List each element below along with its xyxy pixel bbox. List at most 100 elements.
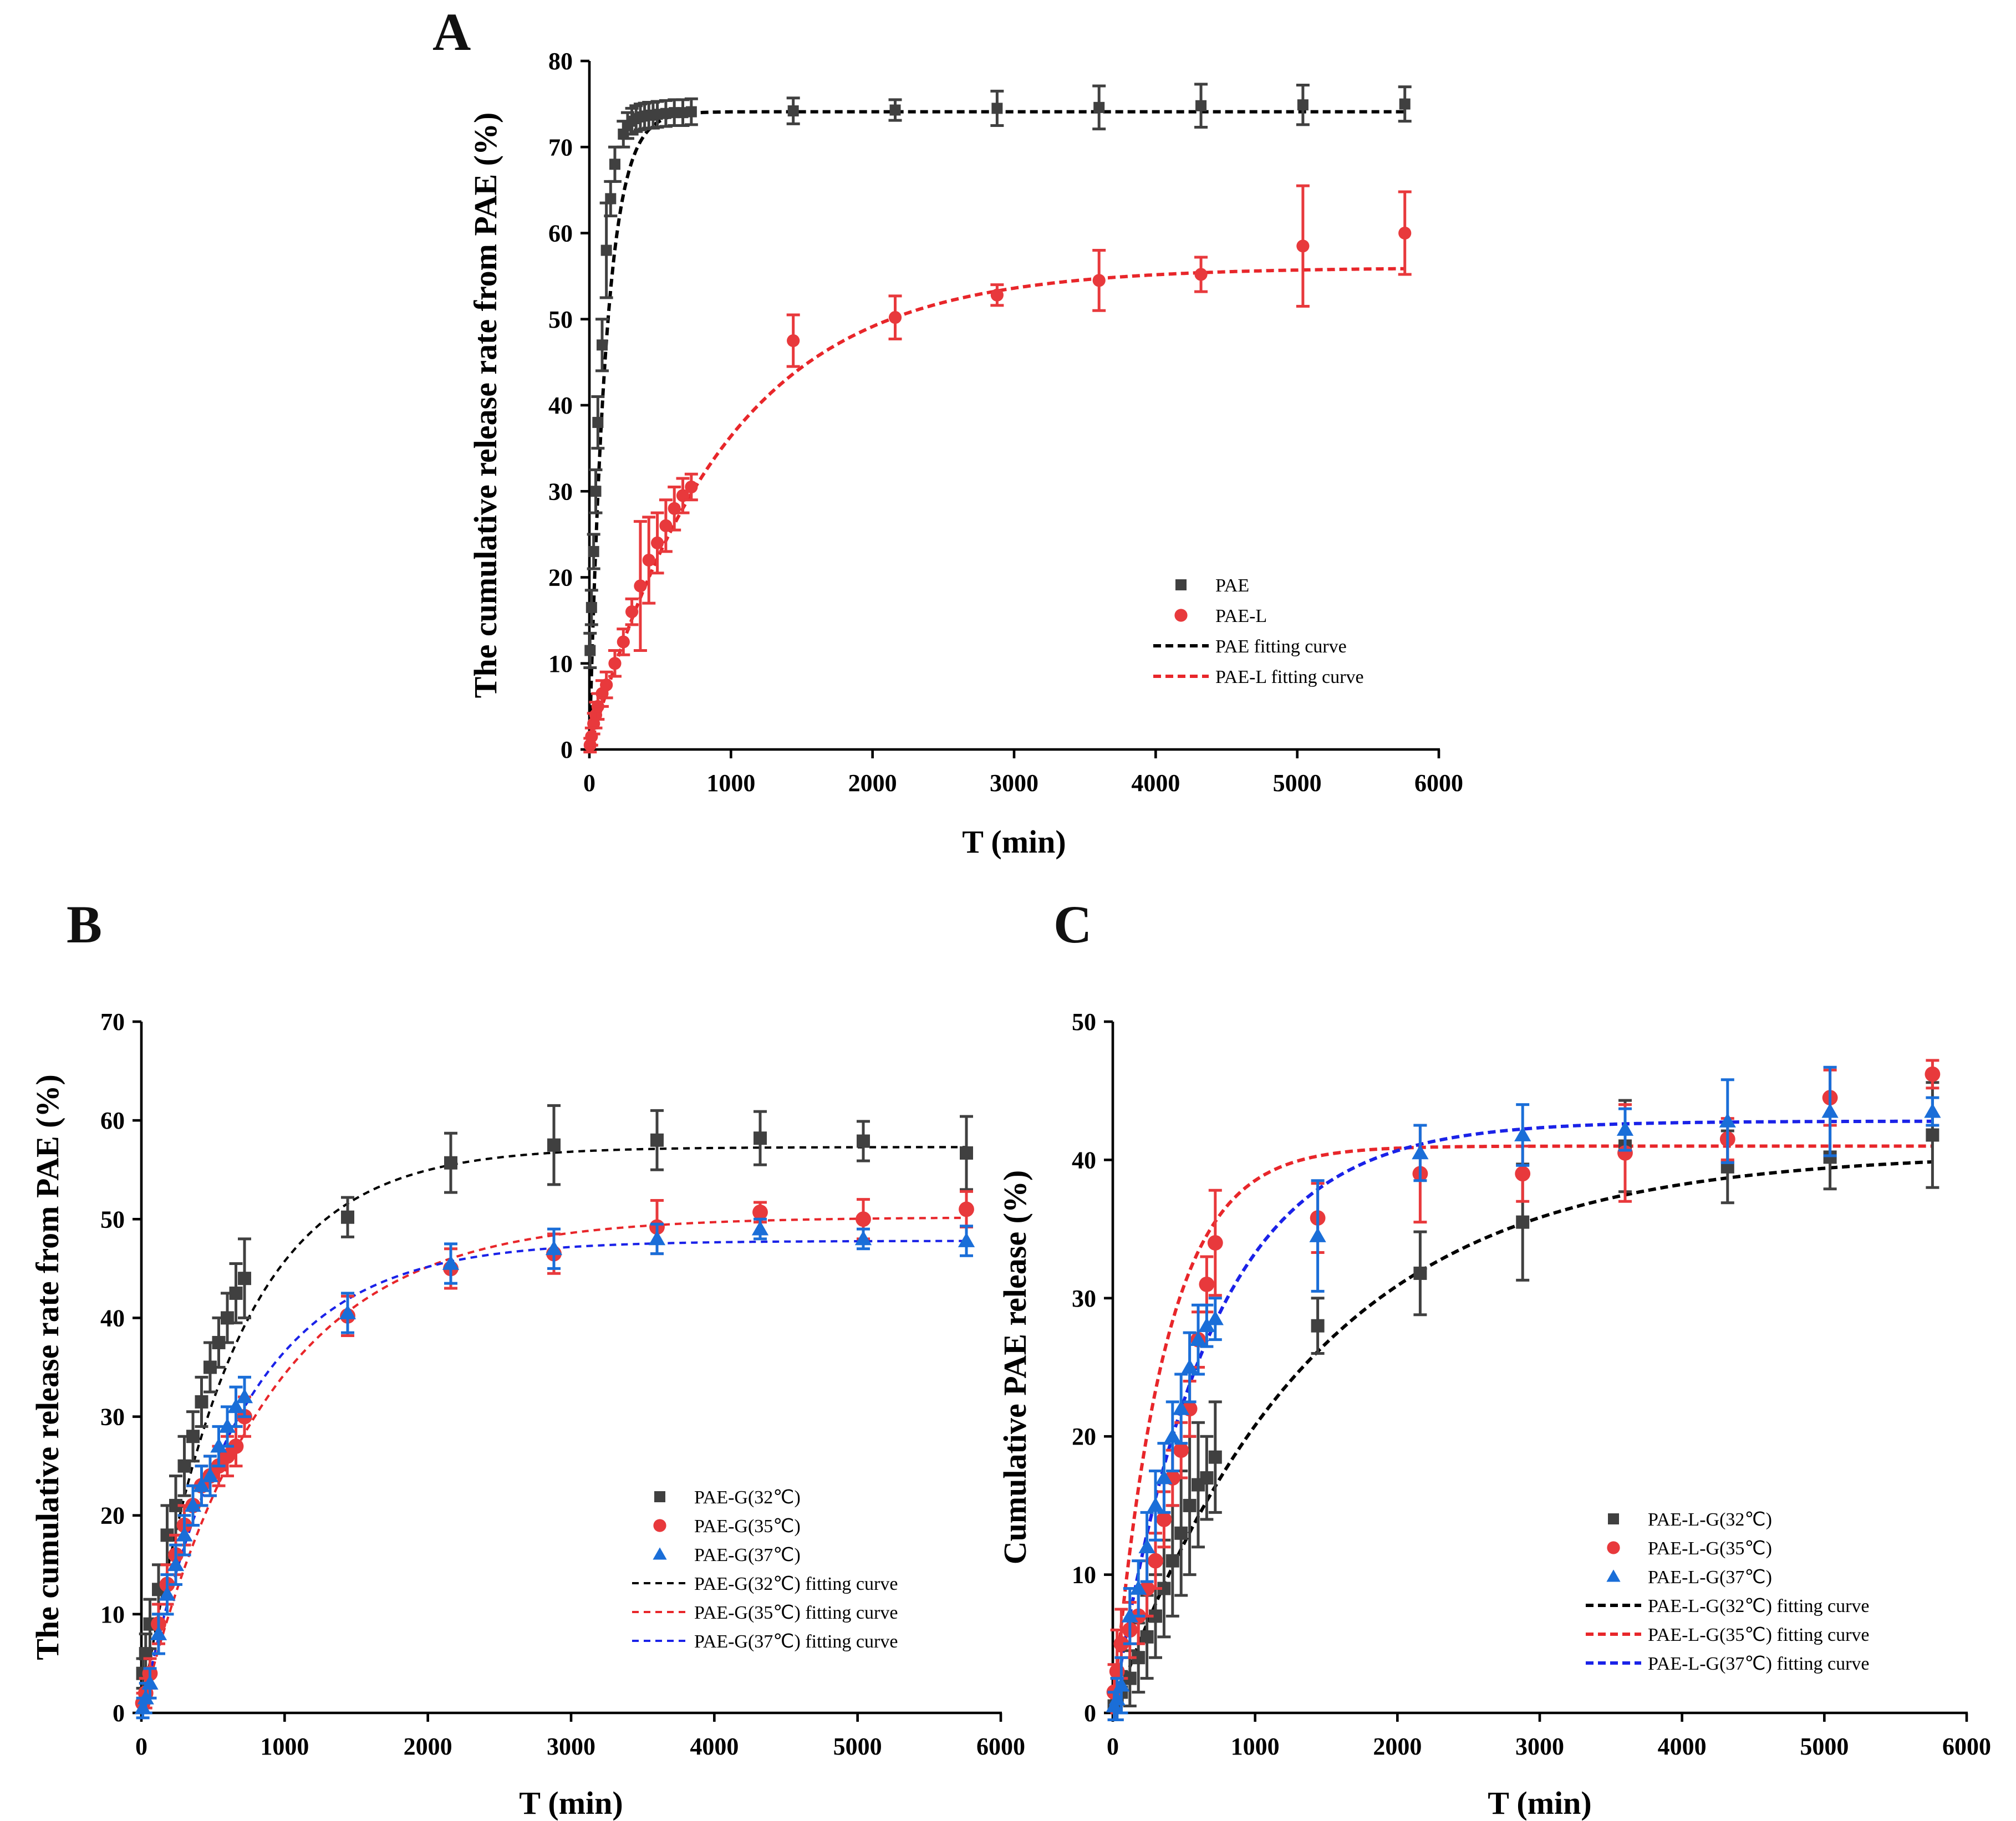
data-point [617, 635, 630, 649]
data-point [787, 105, 799, 117]
data-point [236, 1388, 253, 1404]
x-tick-label: 0 [1107, 1733, 1119, 1760]
y-tick-label: 70 [100, 1008, 125, 1036]
y-tick-label: 80 [548, 48, 573, 75]
data-point [195, 1395, 208, 1409]
data-point [588, 545, 599, 557]
data-point [167, 1556, 185, 1572]
data-point [1121, 1608, 1138, 1623]
data-point [854, 1230, 872, 1246]
x-axis-title: T (min) [519, 1785, 623, 1821]
data-point [787, 334, 800, 348]
data-point [1616, 1121, 1634, 1136]
legend-item-pae-l-g-32c-fitting-curve: PAE-L-G(32℃) fitting curve [1586, 1596, 1870, 1616]
data-point [752, 1204, 768, 1220]
data-point [210, 1437, 227, 1453]
data-point [1195, 100, 1207, 111]
data-point [229, 1286, 243, 1300]
legend-label: PAE-L [1215, 606, 1267, 626]
legend-label: PAE-L-G(37℃) fitting curve [1648, 1654, 1870, 1674]
x-tick-label: 0 [135, 1733, 147, 1760]
data-point [1130, 1580, 1147, 1595]
legend-swatch [1174, 609, 1188, 622]
data-point [600, 678, 613, 692]
x-tick-label: 5000 [1273, 769, 1322, 797]
legend-item-pae-g-37c: PAE-G(37℃) [653, 1545, 801, 1565]
legend-label: PAE-L-G(37℃) [1648, 1567, 1772, 1588]
legend: PAE-L-G(32℃) PAE-L-G(35℃) PAE-L-G(37℃) PAE-… [1586, 1509, 1870, 1674]
fit-curve-pae-l-fitting-curve [588, 267, 1405, 750]
data-point [1155, 1469, 1173, 1485]
y-axis-title: Cumulative PAE release (%) [997, 1170, 1033, 1564]
data-point [608, 657, 622, 670]
data-point [1926, 1128, 1939, 1142]
data-point [1165, 1554, 1179, 1568]
data-point [660, 108, 671, 119]
data-point [1174, 1526, 1188, 1540]
y-tick-label: 30 [1072, 1285, 1096, 1312]
data-point [1173, 1400, 1190, 1415]
data-point [201, 1467, 219, 1482]
x-tick-label: 3000 [547, 1733, 595, 1760]
data-point [176, 1527, 193, 1542]
legend-swatch [1606, 1569, 1621, 1582]
y-tick-label: 20 [548, 564, 573, 591]
data-point [618, 128, 629, 140]
x-tick-label: 5000 [1800, 1733, 1849, 1760]
legend-item-pae-g-35c-fitting-curve: PAE-G(35℃) fitting curve [632, 1603, 898, 1623]
legend-swatch [654, 1491, 665, 1502]
data-point [856, 1211, 871, 1227]
data-point [889, 104, 901, 116]
x-tick-label: 1000 [260, 1733, 309, 1760]
data-point [1199, 1276, 1215, 1292]
y-tick-label: 50 [548, 306, 573, 333]
y-tick-label: 30 [548, 478, 573, 505]
y-tick-label: 0 [561, 736, 573, 763]
y-tick-label: 40 [100, 1304, 125, 1332]
y-tick-label: 0 [1084, 1700, 1096, 1727]
x-tick-label: 1000 [706, 769, 755, 797]
y-tick-label: 50 [1072, 1008, 1096, 1036]
data-point [1399, 98, 1411, 110]
x-tick-label: 2000 [1373, 1733, 1422, 1760]
data-point [958, 1232, 975, 1247]
data-point [1200, 1471, 1214, 1485]
data-point [1181, 1359, 1198, 1374]
x-tick-label: 3000 [1515, 1733, 1564, 1760]
data-point [669, 107, 680, 119]
legend-item-pae-g-37c-fitting-curve: PAE-G(37℃) fitting curve [632, 1631, 898, 1652]
y-tick-label: 40 [548, 392, 573, 419]
data-point [184, 1497, 202, 1512]
y-axis-title: The cumulative release rate from PAE (%) [29, 1074, 65, 1660]
legend-label: PAE-G(35℃) fitting curve [694, 1603, 898, 1623]
data-point [677, 107, 689, 119]
legend-item-pae-g-35c: PAE-G(35℃) [653, 1516, 801, 1537]
data-point [991, 103, 1003, 114]
data-point [547, 1138, 561, 1152]
legend-label: PAE-G(35℃) [694, 1516, 801, 1537]
data-point [1311, 1319, 1325, 1333]
legend-swatch [653, 1519, 666, 1532]
panel-b: B 0 1000 2000 3000 4000 5000 6000 0 10 20 30 40 50 60 7… [29, 895, 1025, 1821]
legend-label: PAE-L fitting curve [1215, 667, 1364, 687]
x-tick-label: 4000 [1658, 1733, 1707, 1760]
data-point [600, 244, 612, 256]
y-tick-label: 10 [548, 650, 573, 677]
x-tick-label: 0 [583, 769, 595, 797]
x-axis-title: T (min) [962, 824, 1066, 860]
y-axis-title: The cumulative release rate from PAE (%) [467, 113, 503, 698]
x-tick-label: 1000 [1231, 1733, 1280, 1760]
data-point [1309, 1227, 1326, 1242]
data-point [339, 1304, 357, 1319]
legend-swatch [653, 1547, 667, 1560]
data-point [227, 1398, 245, 1414]
legend-label: PAE [1215, 575, 1249, 596]
data-point [585, 730, 598, 743]
data-point [960, 1146, 973, 1160]
data-point [634, 579, 647, 593]
data-point [1138, 1538, 1155, 1554]
data-point [186, 1430, 200, 1443]
legend-item-pae: PAE [1175, 575, 1249, 596]
data-point [228, 1439, 244, 1454]
